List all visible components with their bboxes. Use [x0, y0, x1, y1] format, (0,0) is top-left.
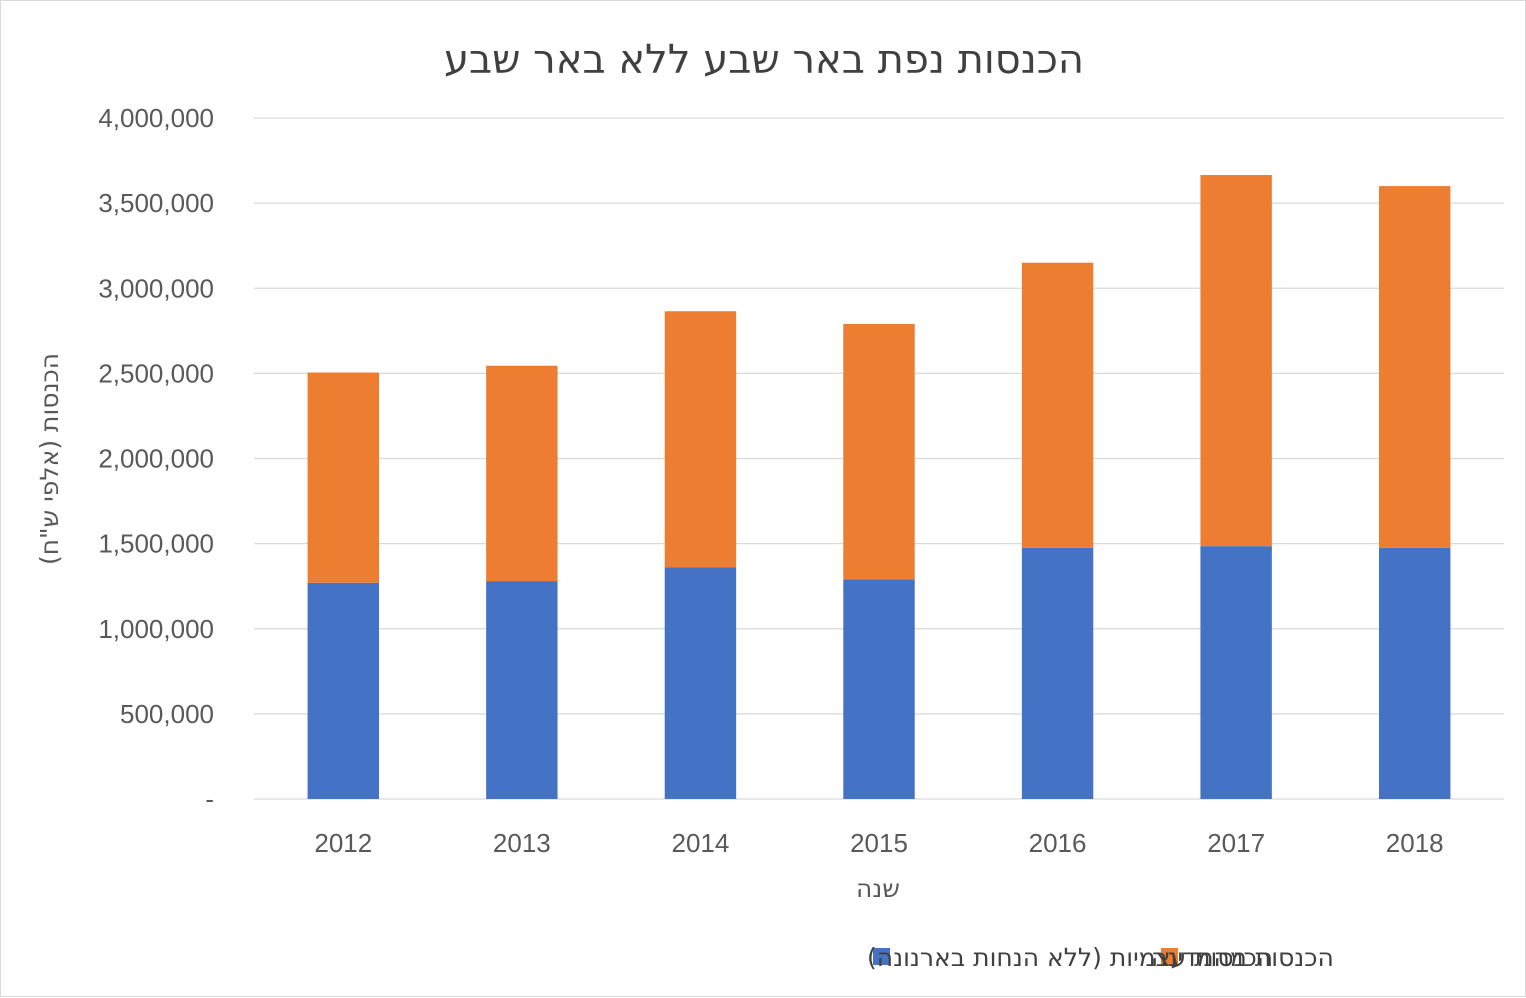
bar-2018-own-income [1379, 547, 1451, 799]
bar-2017-state-income [1200, 175, 1272, 547]
x-tick-label: 2012 [314, 828, 372, 858]
legend-swatch-state-income [1161, 948, 1178, 965]
y-axis-title: הכנסות (אלפי ש"ח) [35, 353, 64, 565]
x-tick-label: 2016 [1029, 828, 1087, 858]
bar-2015-own-income [843, 579, 915, 799]
y-tick-label: 1,000,000 [98, 614, 214, 644]
bar-2014-own-income [664, 567, 737, 799]
x-tick-label: 2017 [1207, 828, 1265, 858]
y-tick-label: 4,000,000 [98, 103, 214, 133]
legend-swatch-own-income [873, 948, 890, 965]
bar-2017-own-income [1200, 546, 1272, 799]
bar-2016-own-income [1021, 547, 1094, 799]
bar-2018-state-income [1379, 186, 1451, 548]
y-tick-label: - [205, 784, 214, 814]
bar-2014-state-income [664, 311, 737, 568]
y-tick-label: 1,500,000 [98, 529, 214, 559]
legend: הכנסות מהמדינה הכנסות עצמיות (ללא הנחות … [867, 943, 1334, 972]
y-tick-label: 2,000,000 [98, 444, 214, 474]
legend-label-own-income: הכנסות עצמיות (ללא הנחות בארנונה) [867, 943, 1273, 972]
bar-2012-own-income [307, 582, 379, 799]
y-tick-label: 500,000 [120, 699, 214, 729]
x-tick-label: 2018 [1386, 828, 1444, 858]
bar-2012-state-income [307, 372, 379, 583]
bar-2013-state-income [486, 365, 558, 582]
y-tick-label: 3,500,000 [98, 188, 214, 218]
x-axis-ticks: 2012 2013 2014 2015 2016 2017 2018 [314, 828, 1443, 858]
y-axis-ticks: - 500,000 1,000,000 1,500,000 2,000,000 2,500… [98, 103, 214, 814]
x-tick-label: 2015 [850, 828, 908, 858]
chart-title: הכנסות נפת באר שבע ללא באר שבע [444, 37, 1084, 83]
bar-2013-own-income [486, 581, 558, 799]
y-tick-label: 2,500,000 [98, 358, 214, 388]
legend-label-state-income: הכנסות מהמדינה [1151, 943, 1334, 972]
x-tick-label: 2014 [672, 828, 730, 858]
x-axis-title: שנה [856, 874, 900, 903]
y-tick-label: 3,000,000 [98, 273, 214, 303]
bar-2016-state-income [1021, 262, 1094, 548]
bar-2015-state-income [843, 324, 915, 580]
x-tick-label: 2013 [493, 828, 551, 858]
bars [307, 175, 1451, 799]
